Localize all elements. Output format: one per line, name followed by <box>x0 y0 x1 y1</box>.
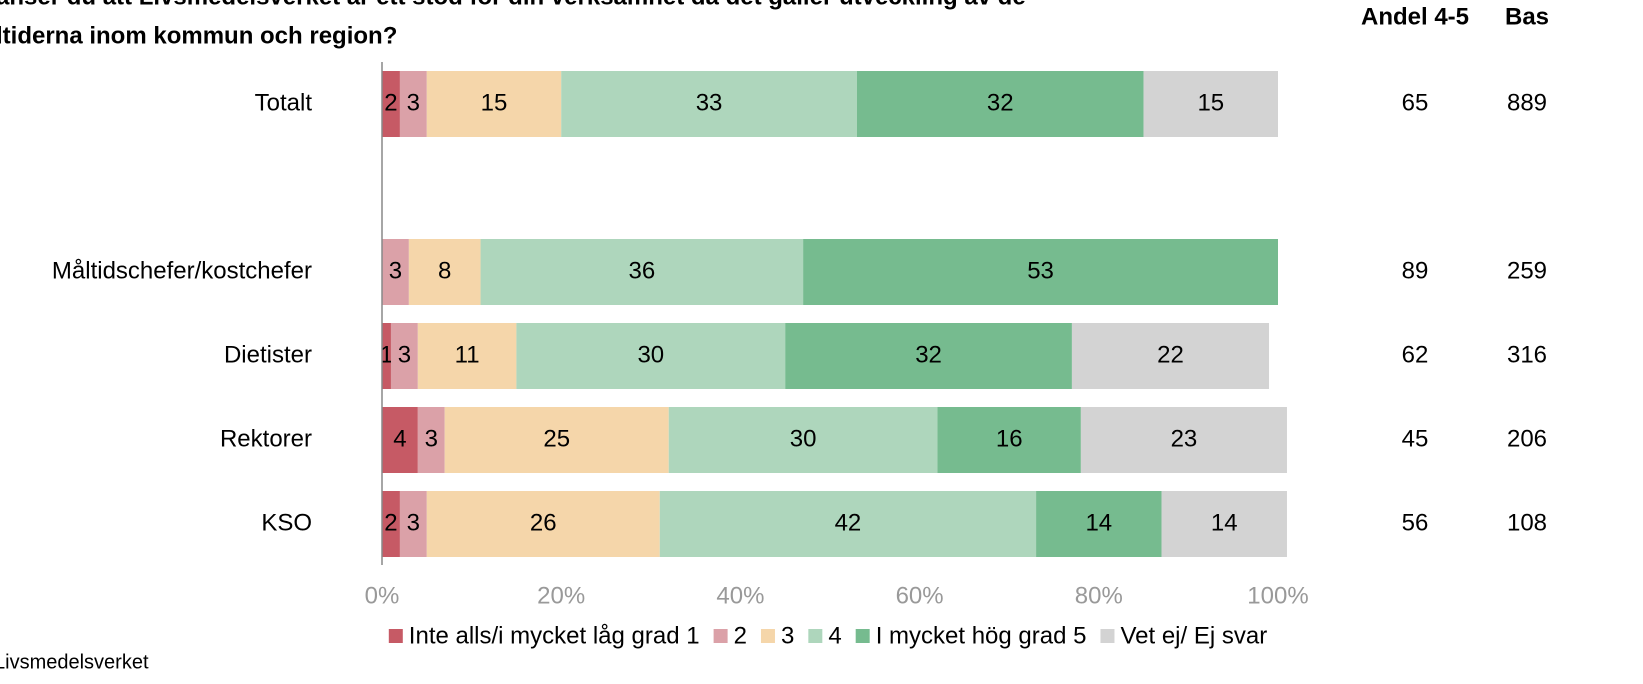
y-tick-label: Dietister <box>224 341 312 368</box>
data-label: 25 <box>543 425 570 452</box>
bar-segment <box>803 239 1278 305</box>
bar-segment <box>1161 491 1287 557</box>
column-value: 62 <box>1402 341 1429 368</box>
x-tick-label: 40% <box>716 582 764 609</box>
data-label: 3 <box>389 257 402 284</box>
column-value: 889 <box>1507 89 1547 116</box>
data-label: 2 <box>384 89 397 116</box>
column-header: Bas <box>1505 3 1549 30</box>
y-tick-label: Totalt <box>255 89 313 116</box>
column-header: Andel 4-5 <box>1361 3 1469 30</box>
data-label: 3 <box>407 89 420 116</box>
bar-segment <box>382 491 400 557</box>
bar-segment <box>1143 71 1278 137</box>
column-value: 259 <box>1507 257 1547 284</box>
bar-segment <box>426 491 660 557</box>
data-label: 14 <box>1211 509 1238 536</box>
data-label: 30 <box>790 425 817 452</box>
y-tick-label: KSO <box>261 509 312 536</box>
data-label: 26 <box>530 509 557 536</box>
bar-segment <box>399 71 427 137</box>
legend-swatch <box>713 629 728 643</box>
data-label: 11 <box>455 341 480 368</box>
bar-segment <box>937 407 1081 473</box>
bar-segment <box>516 323 786 389</box>
data-label: 42 <box>835 509 862 536</box>
data-label: 15 <box>481 89 508 116</box>
chart-title: anser du att Livsmedelsverket är ett stö… <box>0 0 1026 10</box>
bar-segment <box>561 71 857 137</box>
data-label: 8 <box>438 257 451 284</box>
column-value: 316 <box>1507 341 1547 368</box>
data-label: 4 <box>393 425 406 452</box>
legend-swatch <box>1100 629 1115 643</box>
bar-segment <box>785 323 1072 389</box>
bar-segment <box>417 407 445 473</box>
column-value: 89 <box>1402 257 1429 284</box>
bar-segment <box>480 239 804 305</box>
legend-swatch <box>760 629 775 643</box>
column-value: 206 <box>1507 425 1547 452</box>
bar-segment <box>659 491 1037 557</box>
x-tick-label: 80% <box>1075 582 1123 609</box>
bar-segment <box>444 407 669 473</box>
y-tick-label: Måltidschefer/kostchefer <box>52 257 312 284</box>
legend-label: 2 <box>734 622 747 649</box>
source: Livsmedelsverket <box>0 651 149 673</box>
data-label: 30 <box>637 341 664 368</box>
legend-label: Inte alls/i mycket låg grad 1 <box>409 622 700 649</box>
legend-swatch <box>855 629 870 643</box>
bar-segment <box>408 239 481 305</box>
bar-segment <box>382 239 409 305</box>
legend-swatch <box>388 629 403 643</box>
data-label: 23 <box>1171 425 1198 452</box>
data-label: 33 <box>696 89 723 116</box>
legend-label: Vet ej/ Ej svar <box>1120 622 1267 649</box>
data-label: 3 <box>407 509 420 536</box>
bar-segment <box>417 323 517 389</box>
bar-segment <box>1036 491 1162 557</box>
x-tick-label: 20% <box>537 582 585 609</box>
bar-segment <box>382 323 391 389</box>
data-label: 53 <box>1027 257 1054 284</box>
bar-segment <box>382 71 400 137</box>
column-value: 108 <box>1507 509 1547 536</box>
data-label: 32 <box>915 341 942 368</box>
bar-segment <box>856 71 1144 137</box>
x-tick-label: 0% <box>365 582 400 609</box>
data-label: 2 <box>384 509 397 536</box>
data-label: 32 <box>987 89 1014 116</box>
legend-swatch <box>808 629 823 643</box>
x-tick-label: 100% <box>1247 582 1308 609</box>
y-tick-label: Rektorer <box>220 425 312 452</box>
data-label: 22 <box>1157 341 1184 368</box>
data-label: 3 <box>425 425 438 452</box>
data-label: 36 <box>628 257 655 284</box>
bar-segment <box>382 407 418 473</box>
column-value: 45 <box>1402 425 1429 452</box>
bar-segment <box>1080 407 1287 473</box>
data-label: 15 <box>1197 89 1224 116</box>
bar-segment <box>390 323 418 389</box>
data-label: 16 <box>996 425 1023 452</box>
column-value: 65 <box>1402 89 1429 116</box>
legend-label: I mycket hög grad 5 <box>876 622 1087 649</box>
bar-segment <box>1071 323 1270 389</box>
data-label: 3 <box>398 341 411 368</box>
bar-segment <box>399 491 427 557</box>
bar-segment <box>668 407 938 473</box>
legend-label: 4 <box>828 622 841 649</box>
bar-segment <box>426 71 562 137</box>
chart-title: ltiderna inom kommun och region? <box>0 22 397 49</box>
legend-label: 3 <box>781 622 794 649</box>
column-value: 56 <box>1402 509 1429 536</box>
data-label: 14 <box>1085 509 1112 536</box>
data-label: 1 <box>380 341 393 368</box>
x-tick-label: 60% <box>896 582 944 609</box>
